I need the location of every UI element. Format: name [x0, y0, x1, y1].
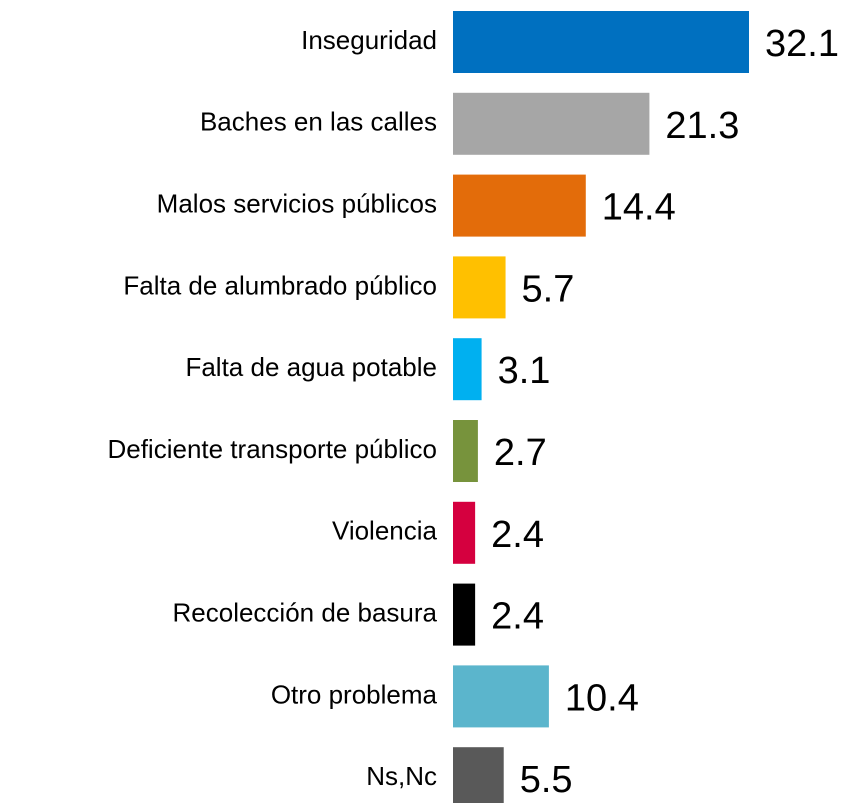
category-label: Ns,Nc	[366, 761, 437, 791]
category-label: Inseguridad	[301, 25, 437, 55]
bar	[453, 11, 749, 73]
category-label: Falta de alumbrado público	[123, 270, 437, 300]
value-label: 2.4	[491, 514, 544, 556]
category-label: Otro problema	[271, 679, 438, 709]
value-label: 5.5	[520, 759, 573, 801]
bar	[453, 665, 549, 728]
category-label: Recolección de basura	[173, 597, 438, 627]
category-label: Deficiente transporte público	[107, 434, 437, 464]
category-label: Malos servicios públicos	[157, 188, 437, 218]
category-label: Violencia	[332, 516, 438, 546]
value-label: 2.4	[491, 596, 544, 638]
value-label: 14.4	[602, 187, 676, 229]
value-label: 2.7	[494, 432, 547, 474]
bar	[453, 747, 504, 803]
bar	[453, 501, 476, 564]
value-label: 3.1	[498, 350, 551, 392]
value-label: 21.3	[665, 105, 739, 147]
value-label: 5.7	[522, 268, 575, 310]
category-label: Baches en las calles	[200, 107, 437, 137]
bar	[453, 420, 478, 482]
value-label: 32.1	[765, 23, 839, 65]
bar	[453, 174, 586, 237]
bar	[453, 256, 506, 319]
bar	[453, 338, 482, 401]
bar	[453, 583, 476, 646]
value-label: 10.4	[565, 677, 639, 719]
bar	[453, 92, 650, 155]
category-label: Falta de agua potable	[185, 352, 437, 382]
